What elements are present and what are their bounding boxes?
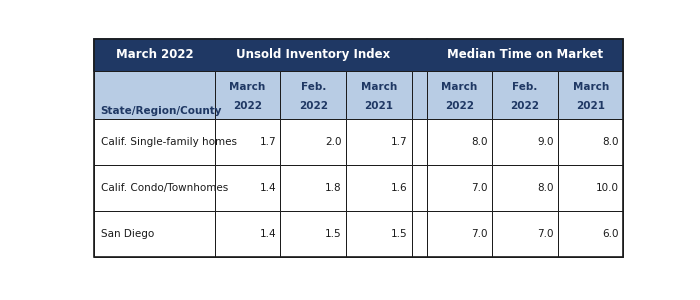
Bar [94,165,215,211]
Text: Feb.: Feb. [300,82,326,92]
Text: Calif. Single-family homes: Calif. Single-family homes [101,137,237,147]
Text: Calif. Condo/Townhomes: Calif. Condo/Townhomes [101,183,228,193]
Text: 10.0: 10.0 [596,183,620,193]
Bar [412,165,426,211]
Text: 1.6: 1.6 [391,183,407,193]
Text: 2022: 2022 [233,101,262,111]
Text: 1.7: 1.7 [260,137,276,147]
Text: 2021: 2021 [576,101,606,111]
Text: 7.0: 7.0 [471,229,488,239]
Bar [412,39,426,71]
Text: 2022: 2022 [510,101,540,111]
Text: 1.8: 1.8 [325,183,342,193]
Bar [492,211,558,257]
Bar [558,211,624,257]
Text: 7.0: 7.0 [537,229,554,239]
Bar [281,165,346,211]
Bar [215,39,412,71]
Text: 1.7: 1.7 [391,137,407,147]
Text: 1.4: 1.4 [260,183,276,193]
Bar [94,119,215,165]
Bar [426,165,492,211]
Bar [412,211,426,257]
Bar [94,71,215,119]
Text: 2021: 2021 [365,101,393,111]
Text: 8.0: 8.0 [471,137,488,147]
Bar [215,211,281,257]
Bar [558,119,624,165]
Text: 1.4: 1.4 [260,229,276,239]
Bar [346,165,412,211]
Text: Feb.: Feb. [512,82,538,92]
Bar [94,39,215,71]
Bar [281,119,346,165]
Bar [492,119,558,165]
Bar [281,211,346,257]
Bar [492,165,558,211]
Bar [426,39,624,71]
Text: 2022: 2022 [299,101,328,111]
Text: 8.0: 8.0 [603,137,620,147]
Text: March: March [441,82,477,92]
Bar [215,71,281,119]
Bar [426,119,492,165]
Bar [281,71,346,119]
Bar [346,211,412,257]
Text: March: March [573,82,609,92]
Text: 2.0: 2.0 [326,137,342,147]
Bar [215,119,281,165]
Bar [426,71,492,119]
Bar [346,71,412,119]
Bar [558,165,624,211]
Bar [412,71,426,119]
Text: March 2022: March 2022 [116,48,193,62]
Bar [412,119,426,165]
Bar [492,71,558,119]
Text: San Diego: San Diego [101,229,154,239]
Text: Median Time on Market: Median Time on Market [447,48,603,62]
Text: March: March [230,82,266,92]
Text: 7.0: 7.0 [471,183,488,193]
Text: 1.5: 1.5 [391,229,407,239]
Text: March: March [360,82,397,92]
Bar [558,71,624,119]
Text: 2022: 2022 [445,101,474,111]
Bar [346,119,412,165]
Text: Unsold Inventory Index: Unsold Inventory Index [236,48,391,62]
Text: 8.0: 8.0 [537,183,554,193]
Bar [94,211,215,257]
Text: 1.5: 1.5 [325,229,342,239]
Text: 6.0: 6.0 [603,229,620,239]
Bar [215,165,281,211]
Text: State/Region/County: State/Region/County [101,106,222,116]
Bar [426,211,492,257]
Text: 9.0: 9.0 [537,137,554,147]
